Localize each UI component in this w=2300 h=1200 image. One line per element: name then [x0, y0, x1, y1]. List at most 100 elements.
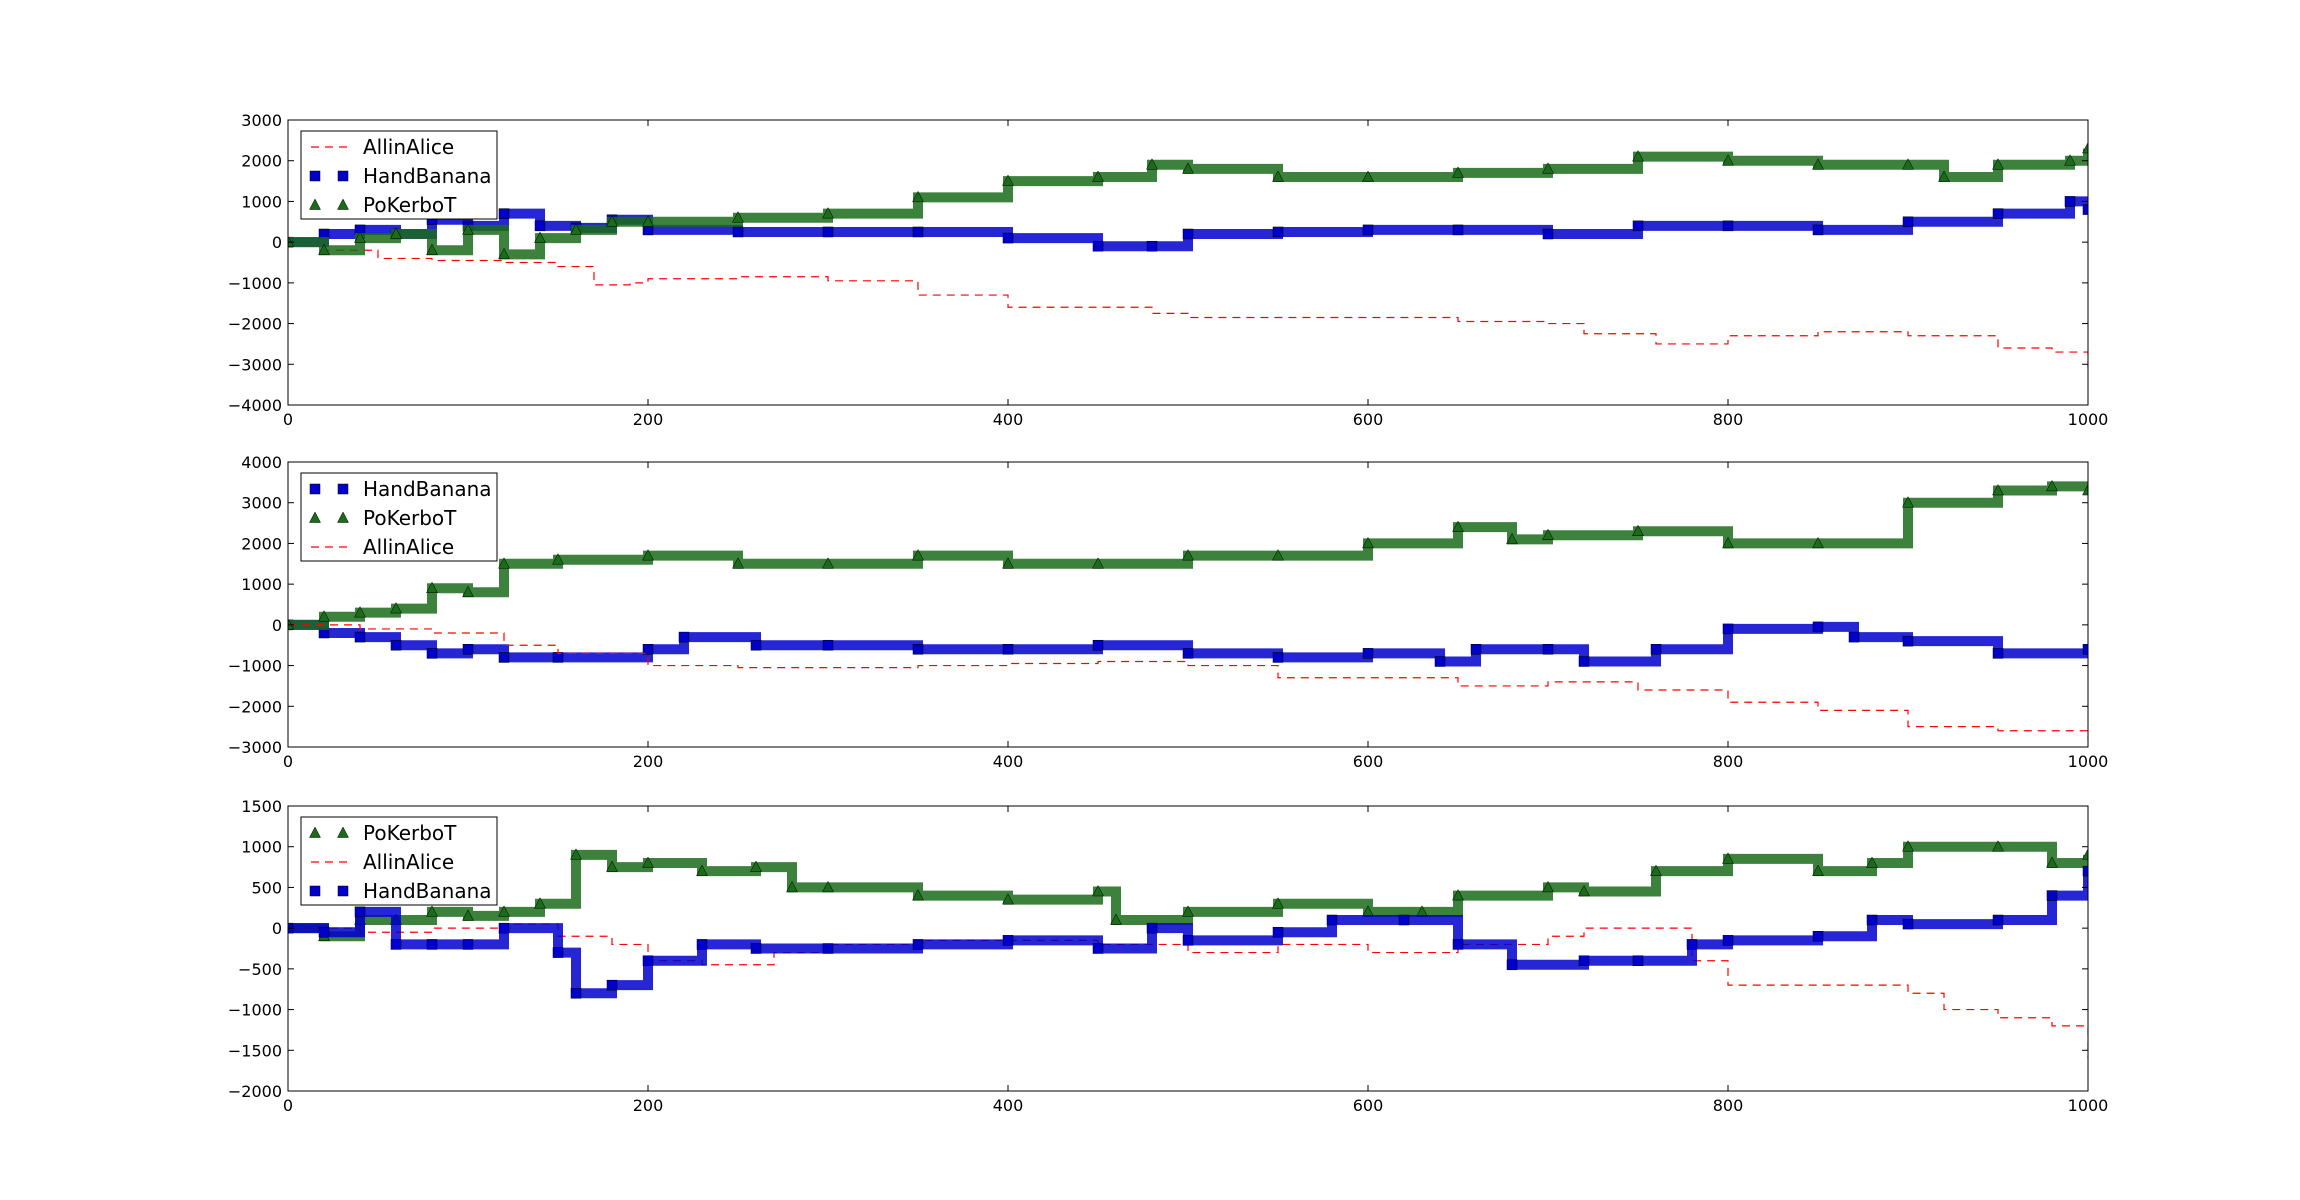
- data-point-handbanana: [1992, 648, 2004, 659]
- series-line-allinalice: [288, 241, 2088, 369]
- data-point-pokerbot: [1506, 532, 1518, 545]
- data-point-pokerbot: [1110, 913, 1122, 925]
- data-point-pokerbot: [2064, 154, 2076, 166]
- data-point-pokerbot: [912, 889, 924, 901]
- data-point-pokerbot: [642, 856, 654, 868]
- data-point-handbanana: [570, 988, 582, 999]
- data-point-pokerbot: [462, 223, 474, 235]
- data-point-pokerbot: [1092, 884, 1104, 897]
- x-tick-label: 400: [993, 752, 1024, 771]
- data-point-handbanana: [426, 939, 438, 950]
- x-tick-label: 1000: [2068, 410, 2109, 429]
- data-point-pokerbot: [606, 860, 618, 872]
- subplot-2: 0 200 400 600 800 1000 −3000 −2000 −1000 0 1000 200…: [228, 453, 2108, 771]
- data-point-handbanana: [1632, 220, 1644, 232]
- x-tick-label: 400: [993, 1096, 1024, 1115]
- data-point-pokerbot: [390, 602, 402, 614]
- data-point-pokerbot: [2082, 483, 2088, 496]
- data-point-handbanana: [1146, 922, 1158, 934]
- legend-label-handbanana: HandBanana: [363, 164, 492, 188]
- data-point-pokerbot: [1902, 840, 1914, 852]
- data-point-handbanana: [1632, 955, 1644, 966]
- data-point-pokerbot: [642, 215, 654, 227]
- data-point-pokerbot: [1902, 496, 1914, 508]
- series-allinalice: [288, 624, 2088, 739]
- data-point-pokerbot: [2082, 848, 2088, 860]
- y-tick-label: 0: [272, 233, 282, 252]
- x-tick-label: 200: [633, 1096, 664, 1115]
- legend-item-allinalice: AllinAlice: [311, 535, 454, 559]
- data-point-handbanana: [1326, 914, 1338, 926]
- data-point-pokerbot: [498, 905, 510, 917]
- legend-marker-handbanana: [309, 483, 321, 495]
- x-tick-label: 0: [283, 752, 293, 771]
- data-point-pokerbot: [1632, 150, 1644, 162]
- data-point-pokerbot: [390, 227, 402, 239]
- y-tick-label: 3000: [241, 111, 282, 130]
- data-point-handbanana: [1902, 635, 1914, 647]
- data-point-pokerbot: [1002, 174, 1014, 186]
- data-point-handbanana: [1182, 648, 1194, 659]
- data-point-handbanana: [1812, 621, 1824, 633]
- data-point-handbanana: [642, 955, 654, 966]
- data-point-handbanana: [1452, 939, 1464, 950]
- data-point-pokerbot: [2046, 856, 2058, 868]
- data-point-pokerbot: [1362, 536, 1374, 549]
- data-point-handbanana: [1146, 240, 1158, 252]
- data-point-handbanana: [390, 639, 402, 651]
- data-point-handbanana: [2082, 644, 2088, 655]
- legend-label-handbanana: HandBanana: [363, 477, 492, 501]
- data-point-handbanana: [318, 926, 330, 938]
- data-point-handbanana: [912, 644, 924, 655]
- series-line-pokerbot: [288, 841, 2088, 942]
- legend: HandBanana PoKerboT AllinAlice: [300, 472, 498, 562]
- legend-label-allinalice: AllinAlice: [363, 535, 454, 559]
- data-point-handbanana: [2082, 865, 2088, 877]
- legend-marker-pokerbot: [309, 511, 321, 523]
- plot-area: [288, 141, 2088, 369]
- data-point-pokerbot: [1092, 557, 1104, 569]
- data-point-handbanana: [732, 226, 744, 238]
- data-point-pokerbot: [570, 223, 582, 235]
- data-point-handbanana: [2064, 196, 2076, 207]
- data-point-pokerbot: [786, 880, 798, 893]
- legend-marker-handbanana: [337, 885, 349, 897]
- data-point-pokerbot: [1938, 170, 1950, 182]
- data-point-pokerbot: [288, 618, 294, 630]
- series-handbanana: [288, 619, 2088, 667]
- legend-box: [300, 130, 498, 220]
- data-point-pokerbot: [1002, 893, 1014, 905]
- x-tick-label: 800: [1713, 1096, 1744, 1115]
- x-tick-label: 1000: [2068, 1096, 2109, 1115]
- data-point-handbanana: [1578, 955, 1590, 966]
- data-point-pokerbot: [1722, 852, 1734, 864]
- data-point-handbanana: [750, 639, 762, 651]
- data-point-pokerbot: [2046, 479, 2058, 492]
- data-point-handbanana: [1002, 935, 1014, 946]
- data-point-handbanana: [462, 644, 474, 655]
- series-line-allinalice: [288, 923, 2088, 1059]
- data-point-handbanana: [1092, 943, 1104, 954]
- data-point-pokerbot: [426, 243, 438, 256]
- data-point-handbanana: [354, 631, 366, 643]
- series-allinalice: [288, 923, 2088, 1059]
- legend-item-pokerbot: PoKerboT: [309, 193, 457, 217]
- legend-label-allinalice: AllinAlice: [363, 135, 454, 159]
- data-point-pokerbot: [1812, 864, 1824, 876]
- data-point-pokerbot: [912, 190, 924, 203]
- data-point-handbanana: [1182, 935, 1194, 946]
- data-point-handbanana: [1542, 644, 1554, 655]
- data-point-handbanana: [1092, 240, 1104, 252]
- data-point-pokerbot: [732, 211, 744, 223]
- x-tick-label: 600: [1353, 410, 1384, 429]
- legend-marker-pokerbot: [337, 511, 349, 523]
- data-point-handbanana: [696, 939, 708, 950]
- data-point-pokerbot: [1992, 840, 2004, 852]
- data-point-handbanana: [1992, 208, 2004, 219]
- data-point-pokerbot: [1182, 549, 1194, 561]
- data-point-pokerbot: [1992, 158, 2004, 170]
- legend-label-pokerbot: PoKerboT: [363, 506, 457, 530]
- data-point-pokerbot: [1722, 154, 1734, 166]
- data-point-pokerbot: [288, 235, 294, 247]
- data-point-pokerbot: [1542, 880, 1554, 893]
